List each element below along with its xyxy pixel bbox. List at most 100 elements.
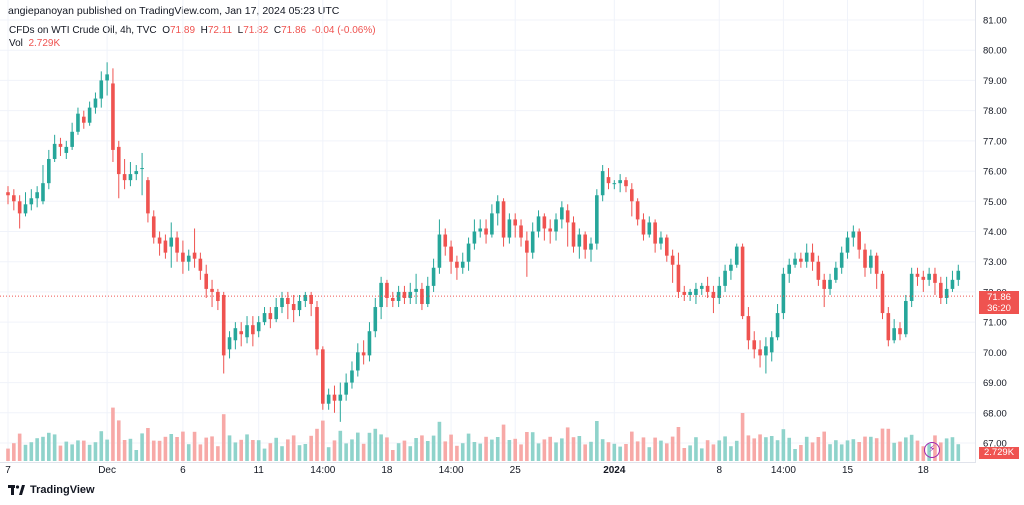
volume-bar xyxy=(845,440,850,461)
price-tick-label: 77.00 xyxy=(983,136,1007,147)
candle xyxy=(151,210,156,244)
candle xyxy=(565,204,570,247)
volume-bar xyxy=(64,441,69,461)
volume-bar xyxy=(297,445,302,461)
volume-bar xyxy=(606,442,611,461)
volume-bar xyxy=(495,437,500,461)
candle-body xyxy=(501,201,506,238)
candle-body xyxy=(93,98,98,108)
candle xyxy=(618,174,622,193)
candle-body xyxy=(157,237,162,244)
candle-body xyxy=(204,273,209,289)
candle xyxy=(332,385,337,413)
candle-body xyxy=(286,297,290,305)
candle-body xyxy=(816,261,821,280)
candle-body xyxy=(600,171,605,196)
candle-body xyxy=(227,337,232,350)
volume-bar xyxy=(769,436,774,461)
volume-bar xyxy=(76,440,80,461)
candle-body xyxy=(950,279,955,289)
candle xyxy=(239,322,243,347)
volume-bar xyxy=(863,436,867,461)
candle xyxy=(116,140,121,199)
candle-body xyxy=(851,231,856,238)
volume-tag: 2.729K xyxy=(979,447,1019,459)
candle xyxy=(385,279,389,308)
volume-bar xyxy=(186,444,191,461)
candle xyxy=(157,231,162,256)
volume-bar xyxy=(105,439,109,461)
tradingview-footer[interactable]: TradingView xyxy=(8,484,95,496)
volume-bar xyxy=(233,442,238,461)
candle-body xyxy=(525,240,529,253)
candle-body xyxy=(804,252,809,262)
candle-body xyxy=(221,294,226,356)
candle-body xyxy=(23,204,28,214)
candle-body xyxy=(676,264,681,292)
candle xyxy=(717,276,722,305)
candle xyxy=(600,165,605,202)
volume-bar xyxy=(204,437,209,461)
candle-body xyxy=(321,349,325,404)
price-tick-label: 79.00 xyxy=(983,76,1007,87)
price-axis: 67.0068.0069.0070.0071.0072.0073.0074.00… xyxy=(983,16,1007,450)
candle xyxy=(886,307,891,347)
volume-bar xyxy=(501,424,506,461)
candle xyxy=(898,322,902,341)
candle-body xyxy=(64,146,69,153)
candle-body xyxy=(344,382,348,395)
candle-body xyxy=(769,337,774,353)
volume-bar xyxy=(286,439,290,461)
candle xyxy=(81,110,86,129)
candle-body xyxy=(111,83,115,150)
time-axis: 7 Dec 6 11 14:00 18 14:00 25 2024 8 14:00 15 18 xyxy=(5,465,929,476)
candle-body xyxy=(198,258,203,271)
volume-bar xyxy=(711,444,716,461)
candle-body xyxy=(303,294,308,301)
candle xyxy=(589,237,593,262)
candle-body xyxy=(554,219,558,232)
volume-bar xyxy=(583,444,587,461)
candle-body xyxy=(898,328,902,335)
time-tick-label: 15 xyxy=(842,465,854,476)
candle xyxy=(688,288,692,301)
volume-bar xyxy=(787,437,792,461)
lightning-icon[interactable]: ⚡ xyxy=(924,442,940,458)
volume-bar xyxy=(280,446,284,461)
candle xyxy=(175,231,179,262)
candle xyxy=(775,304,780,341)
candle xyxy=(548,219,552,244)
candle xyxy=(93,92,98,114)
volume-bar xyxy=(122,440,127,461)
candle-body xyxy=(41,183,45,202)
symbol-name[interactable]: CFDs on WTI Crude Oil, 4h, TVC xyxy=(9,25,157,36)
candle-body xyxy=(664,237,669,256)
volume-bar xyxy=(210,436,214,461)
volume-bar xyxy=(111,407,115,461)
candle-body xyxy=(455,261,459,268)
candle xyxy=(892,319,896,344)
volume-bar xyxy=(134,450,139,461)
volume-bar xyxy=(740,413,745,461)
volume-bar xyxy=(221,414,226,461)
volume-bar xyxy=(758,434,762,461)
candle-body xyxy=(886,313,891,341)
candle-body xyxy=(17,201,22,214)
candle xyxy=(315,300,319,356)
time-tick-label: 14:00 xyxy=(771,465,796,476)
volume-bar xyxy=(571,437,576,461)
candle-body xyxy=(460,261,465,268)
volume-label[interactable]: Vol xyxy=(9,38,23,49)
candle xyxy=(939,276,943,305)
candle-body xyxy=(216,291,220,301)
candle xyxy=(29,189,34,211)
candle-body xyxy=(723,270,727,286)
volume-bar xyxy=(47,432,51,461)
volume-bar xyxy=(6,448,10,461)
volume-bar xyxy=(530,432,535,461)
candle-body xyxy=(239,331,243,335)
candle-body xyxy=(577,234,582,247)
candle xyxy=(163,234,168,259)
candle-body xyxy=(81,116,86,123)
